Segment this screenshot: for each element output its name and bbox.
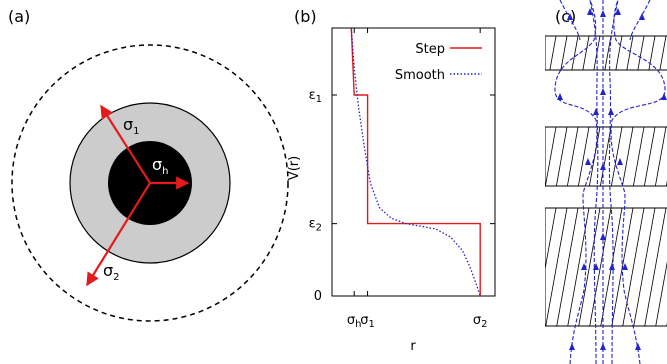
panel-c-label: (c) [555,7,576,26]
plot-frame [331,27,496,297]
field-arrowhead [635,343,641,350]
y-tick-label: ε2 [309,217,322,234]
field-arrowhead [585,158,591,165]
y-tick-label: 0 [314,289,322,304]
legend-label-smooth: Smooth [395,68,445,83]
field-arrowhead [661,93,667,100]
field-line-left-outer [554,0,598,364]
field-arrowhead [617,158,623,165]
field-arrowhead [557,93,563,100]
x-tick-label: σ2 [473,313,488,330]
x-tick-label: σ1 [360,313,375,330]
hatched-bands [545,35,667,327]
field-line-top-left [559,0,581,41]
field-arrowhead [608,108,614,115]
hatched-band [545,35,667,71]
field-arrowhead [569,343,575,350]
field-arrowhead [600,233,606,240]
panel-c: (c) [545,0,667,364]
field-arrows [557,8,667,350]
field-arrowhead [600,343,606,350]
field-arrowhead [600,88,606,95]
sigma1-arrow [100,104,151,184]
field-arrowhead [567,13,573,20]
y-axis-label: V(r) [287,156,302,180]
field-arrowhead [587,8,593,15]
series-step-line [350,27,481,296]
panel-a-label: (a) [8,7,30,26]
field-arrowhead [600,10,606,17]
field-arrowhead [581,263,587,270]
legend-label-step: Step [415,42,445,57]
field-arrowhead [600,163,606,170]
field-arrowhead [593,263,599,270]
field-line-left-inner [589,0,599,364]
sigma2-label: σ2 [103,261,120,283]
y-tick-label: ε1 [309,88,322,105]
field-arrowhead [639,13,645,20]
sigma2-arrow [86,182,151,287]
series-smooth-line [350,27,481,297]
panel-b-label: (b) [294,7,317,26]
field-lines [554,0,666,364]
x-axis-label: r [410,339,416,354]
sigmah-label: σh [152,155,168,177]
legend: Step Smooth [395,42,482,83]
field-line-top-right [629,0,651,41]
field-line-right-inner [608,0,619,364]
series-layer [350,27,481,297]
field-arrowhead [609,263,615,270]
field-arrowhead [615,8,621,15]
sigma1-label: σ1 [123,115,140,137]
hatched-band [545,126,667,187]
outer-dashed-circle [11,44,289,322]
field-arrowhead [622,263,628,270]
panel-a: (a) σ1 σh σ2 [8,7,289,322]
x-tick-label: σh [347,313,362,330]
field-arrowhead [593,108,599,115]
field-line-right-outer [610,0,666,364]
